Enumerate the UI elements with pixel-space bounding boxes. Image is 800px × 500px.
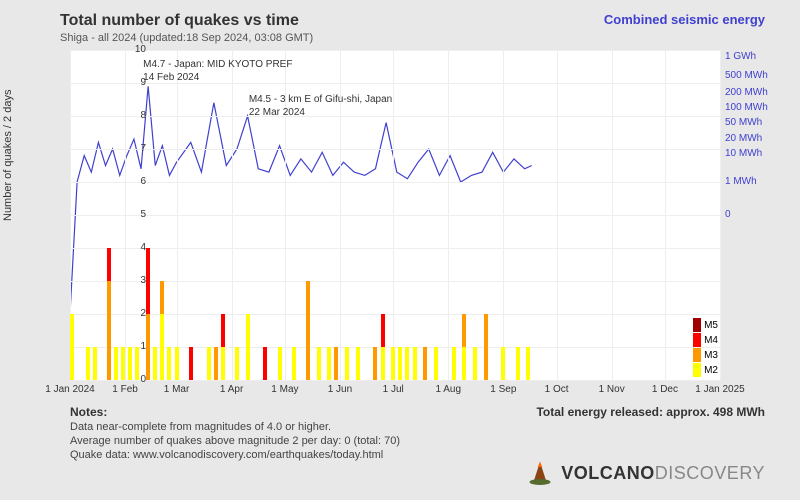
- quake-bar: [434, 347, 438, 380]
- quake-bar: [93, 347, 97, 380]
- legend-item: M5: [693, 318, 718, 332]
- quake-bar: [413, 347, 417, 380]
- logo-text: VOLCANODISCOVERY: [561, 463, 765, 484]
- quake-bar: [263, 347, 267, 380]
- x-tick: 1 Nov: [599, 384, 625, 395]
- chart-subtitle: Shiga - all 2024 (updated:18 Sep 2024, 0…: [60, 32, 313, 44]
- y-right-tick: 0: [725, 209, 731, 220]
- legend-item: M2: [693, 363, 718, 377]
- quake-bar: [423, 347, 427, 380]
- y-left-tick: 8: [126, 110, 146, 121]
- logo: VOLCANODISCOVERY: [525, 458, 765, 488]
- y-left-tick: 7: [126, 143, 146, 154]
- quake-bar: [381, 314, 385, 380]
- quake-bar: [175, 347, 179, 380]
- x-tick: 1 Jul: [383, 384, 404, 395]
- quake-bar: [345, 347, 349, 380]
- y-right-tick: 500 MWh: [725, 70, 768, 81]
- energy-total: Total energy released: approx. 498 MWh: [536, 405, 765, 419]
- y-right-tick: 1 GWh: [725, 51, 756, 62]
- volcano-icon: [525, 458, 555, 488]
- y-right-tick: 1 MWh: [725, 176, 757, 187]
- y-right-tick: 100 MWh: [725, 102, 768, 113]
- quake-bar: [107, 248, 111, 380]
- quake-bar: [292, 347, 296, 380]
- quake-bar: [473, 347, 477, 380]
- quake-bar: [327, 347, 331, 380]
- quake-bar: [516, 347, 520, 380]
- quake-bar: [207, 347, 211, 380]
- quake-bar: [70, 314, 74, 380]
- quake-bar: [189, 347, 193, 380]
- quake-bar: [153, 347, 157, 380]
- chart-title: Total number of quakes vs time: [60, 12, 299, 30]
- x-tick: 1 Aug: [435, 384, 461, 395]
- legend-item: M3: [693, 348, 718, 362]
- notes-line: Average number of quakes above magnitude…: [70, 435, 780, 447]
- x-tick: 1 Feb: [112, 384, 138, 395]
- y-left-tick: 1: [126, 341, 146, 352]
- annotation: M4.7 - Japan: MID KYOTO PREF14 Feb 2024: [143, 58, 292, 84]
- quake-bar: [167, 347, 171, 380]
- x-tick: 1 Jun: [328, 384, 352, 395]
- x-tick: 1 Oct: [545, 384, 569, 395]
- x-tick: 1 Dec: [652, 384, 678, 395]
- quake-bar: [160, 281, 164, 380]
- y-left-tick: 9: [126, 77, 146, 88]
- y-right-tick: 200 MWh: [725, 87, 768, 98]
- notes-line: Data near-complete from magnitudes of 4.…: [70, 421, 780, 433]
- x-tick: 1 Jan 2025: [695, 384, 745, 395]
- y-right-tick: 20 MWh: [725, 133, 762, 144]
- plot-area: M5M4M3M2 M4.7 - Japan: MID KYOTO PREF14 …: [70, 50, 720, 380]
- x-tick: 1 May: [271, 384, 298, 395]
- quake-bar: [246, 314, 250, 380]
- quake-bar: [484, 314, 488, 380]
- quake-bar: [306, 281, 310, 380]
- quake-bar: [373, 347, 377, 380]
- y-right-tick: 10 MWh: [725, 148, 762, 159]
- quake-bar: [526, 347, 530, 380]
- quake-bar: [334, 347, 338, 380]
- y-left-tick: 5: [126, 209, 146, 220]
- right-axis-title: Combined seismic energy: [604, 12, 765, 27]
- quake-bar: [235, 347, 239, 380]
- quake-bar: [452, 347, 456, 380]
- x-tick: 1 Sep: [490, 384, 516, 395]
- quake-bar: [278, 347, 282, 380]
- x-tick: 1 Mar: [164, 384, 190, 395]
- quake-bar: [317, 347, 321, 380]
- y-left-tick: 6: [126, 176, 146, 187]
- y-left-tick: 2: [126, 308, 146, 319]
- y-left-tick: 4: [126, 242, 146, 253]
- quake-bar: [114, 347, 118, 380]
- quake-bar: [405, 347, 409, 380]
- x-tick: 1 Apr: [220, 384, 243, 395]
- y-left-tick: 3: [126, 275, 146, 286]
- legend-item: M4: [693, 333, 718, 347]
- quake-bar: [221, 314, 225, 380]
- y-right-tick: 50 MWh: [725, 117, 762, 128]
- annotation: M4.5 - 3 km E of Gifu-shi, Japan22 Mar 2…: [249, 93, 392, 119]
- quake-bar: [398, 347, 402, 380]
- quake-bar: [391, 347, 395, 380]
- quake-bar: [146, 248, 150, 380]
- quake-bar: [356, 347, 360, 380]
- x-tick: 1 Jan 2024: [45, 384, 95, 395]
- quake-bar: [86, 347, 90, 380]
- quake-bar: [214, 347, 218, 380]
- y-axis-label: Number of quakes / 2 days: [2, 90, 14, 221]
- quake-bar: [462, 314, 466, 380]
- quake-bar: [121, 347, 125, 380]
- quake-bar: [501, 347, 505, 380]
- y-left-tick: 10: [126, 44, 146, 55]
